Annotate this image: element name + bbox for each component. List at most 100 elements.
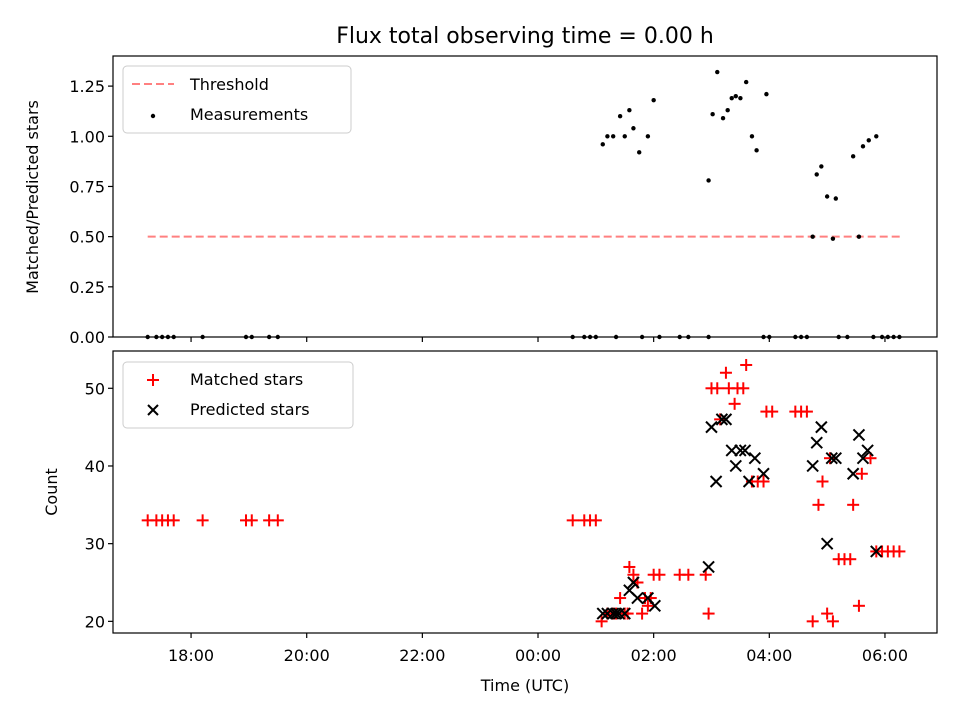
top-y-axis-label: Matched/Predicted stars [23,100,42,294]
top-axes: Flux total observing time = 0.00 h Match… [23,24,938,347]
measurement-point [733,93,738,99]
predicted-star-point [757,467,770,480]
predicted-star-point [709,475,723,488]
measurement-point [743,79,749,85]
matched-star-point [271,514,284,527]
measurement-point [866,138,871,143]
bottom-y-tick-label: 40 [85,457,105,476]
x-axis-label: Time (UTC) [480,676,569,695]
matched-star-point [627,568,640,581]
matched-star-point [682,568,695,581]
legend-matched-label: Matched stars [190,370,303,389]
matched-star-point [855,467,868,480]
predicted-star-point [606,607,620,620]
top-y-tick-label: 0.50 [69,228,105,247]
measurement-point [645,134,651,139]
matched-star-point [623,560,636,573]
measurement-point [622,134,627,139]
legend-measurements-swatch [150,113,156,119]
matched-star-point [636,607,649,620]
predicted-star-point [627,576,640,589]
measurement-point [710,112,715,117]
matched-star-point [589,514,602,527]
matched-star-point [641,599,654,612]
predicted-star-point [702,560,715,574]
measurement-point [764,91,769,97]
measurement-point [810,234,815,239]
measurement-point [631,126,636,131]
predicted-star-point [719,413,733,426]
measurement-point [738,95,743,101]
measurement-point [725,107,730,113]
measurement-point [833,196,839,201]
x-tick-label: 06:00 [862,646,908,665]
measurement-point [824,194,830,199]
measurement-point [715,69,720,75]
predicted-star-point [748,451,762,465]
measurement-point [627,107,632,113]
predicted-star-point [729,459,742,473]
top-y-tick-label: 1.25 [69,77,105,96]
bottom-y-axis-label: Count [42,468,61,516]
measurement-point [830,236,836,241]
matched-star-point [595,615,608,628]
measurement-point [600,142,605,147]
matched-star-point [714,413,727,426]
matched-star-point [702,607,715,620]
measurement-point [729,95,734,101]
matched-star-point [852,599,865,612]
bottom-axes: Count Time (UTC) 20 30 40 50 18:00 20:00 22:0… [42,350,938,695]
measurement-point [860,144,866,149]
predicted-star-point [810,436,823,449]
predicted-star-point [705,420,718,434]
bottom-y-tick-label: 30 [85,535,105,554]
measurement-point [610,134,616,139]
top-y-tick-label: 1.00 [69,127,105,146]
predicted-star-point [648,599,662,613]
matched-star-point [800,405,813,418]
top-y-tick-label: 0.75 [69,177,105,196]
predicted-star-point [618,607,631,620]
x-tick-label: 22:00 [399,646,445,665]
matched-star-point [844,553,857,566]
matched-star-point [737,382,750,395]
x-tick-label: 04:00 [746,646,792,665]
predicted-star-point [734,444,747,457]
x-tick-label: 20:00 [284,646,330,665]
matched-star-point [766,405,779,418]
x-tick-label: 02:00 [631,646,677,665]
matched-star-point [196,514,209,527]
bottom-axes-frame [112,350,938,634]
legend-threshold-label: Threshold [189,75,269,94]
predicted-star-point [612,607,626,620]
bottom-plot-area [141,358,906,628]
matched-star-point [847,498,860,511]
measurement-point [856,234,862,239]
matched-star-point [812,498,825,511]
bottom-y-ticks: 20 30 40 50 [85,379,113,631]
measurement-point [637,150,642,155]
measurement-point [651,97,656,103]
measurement-point [874,134,879,139]
predicted-star-point [829,451,843,465]
top-legend: Threshold Measurements [122,65,352,134]
bottom-x-ticks: 18:00 20:00 22:00 00:00 02:00 04:00 06:00 [168,633,908,665]
matched-star-point [824,452,837,465]
matched-star-point [816,475,829,488]
predicted-star-point [870,545,883,558]
predicted-star-point [715,413,729,426]
matched-star-point [740,358,753,371]
top-y-ticks: 0.00 0.25 0.50 0.75 1.00 1.25 [69,77,113,347]
measurement-point [754,148,759,153]
matched-star-point [728,397,741,410]
legend-predicted-label: Predicted stars [190,400,310,419]
matched-star-point [821,607,834,620]
matched-star-point [757,475,770,488]
legend-measurements-label: Measurements [190,105,308,124]
top-legend-box [122,65,352,134]
matched-star-point [893,545,906,558]
matched-star-point [719,366,732,379]
predicted-star-point [846,467,860,480]
predicted-star-point [738,444,752,457]
